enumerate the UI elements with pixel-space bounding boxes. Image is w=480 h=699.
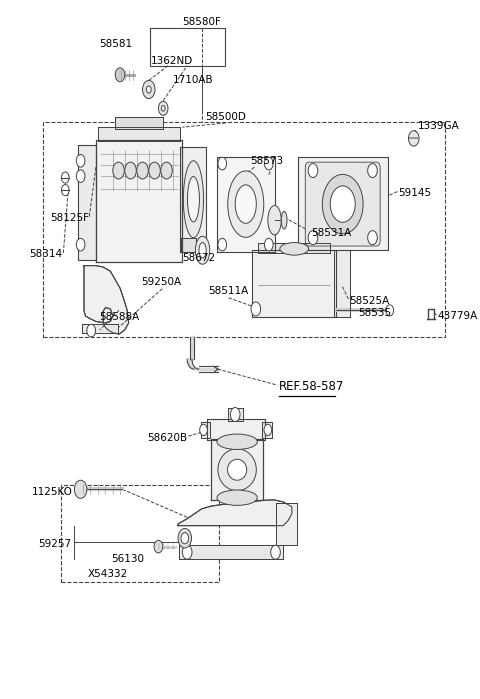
Circle shape bbox=[154, 540, 163, 553]
Ellipse shape bbox=[199, 243, 206, 258]
Circle shape bbox=[125, 162, 136, 179]
Polygon shape bbox=[82, 324, 118, 333]
Text: 58580F: 58580F bbox=[182, 17, 221, 27]
Polygon shape bbox=[217, 157, 275, 252]
Bar bbox=[43, 122, 445, 337]
Ellipse shape bbox=[195, 236, 210, 264]
Text: 58588A: 58588A bbox=[99, 312, 139, 322]
Circle shape bbox=[308, 231, 318, 245]
Circle shape bbox=[115, 68, 125, 82]
Polygon shape bbox=[178, 500, 292, 526]
Text: 58535: 58535 bbox=[358, 308, 391, 318]
Text: 58620B: 58620B bbox=[147, 433, 187, 442]
Polygon shape bbox=[276, 503, 297, 545]
Circle shape bbox=[149, 162, 160, 179]
Ellipse shape bbox=[183, 161, 204, 238]
Text: 59250A: 59250A bbox=[141, 278, 181, 287]
Circle shape bbox=[87, 324, 96, 337]
Text: X54332: X54332 bbox=[87, 569, 128, 579]
Ellipse shape bbox=[228, 171, 264, 238]
Circle shape bbox=[200, 424, 207, 435]
Polygon shape bbox=[115, 117, 163, 129]
Text: 58531A: 58531A bbox=[311, 228, 351, 238]
Text: REF.58-587: REF.58-587 bbox=[279, 380, 345, 393]
Text: 58573: 58573 bbox=[250, 156, 284, 166]
Polygon shape bbox=[258, 243, 330, 253]
Ellipse shape bbox=[280, 243, 309, 255]
Ellipse shape bbox=[218, 449, 256, 491]
Circle shape bbox=[386, 305, 394, 316]
Text: 59145: 59145 bbox=[398, 188, 432, 198]
Circle shape bbox=[143, 80, 155, 99]
Circle shape bbox=[161, 162, 172, 179]
Circle shape bbox=[230, 408, 240, 421]
Circle shape bbox=[158, 101, 168, 115]
Polygon shape bbox=[98, 127, 180, 141]
Polygon shape bbox=[78, 145, 96, 260]
Circle shape bbox=[137, 162, 148, 179]
Polygon shape bbox=[181, 238, 196, 252]
Circle shape bbox=[251, 302, 261, 316]
Circle shape bbox=[218, 238, 227, 251]
Ellipse shape bbox=[217, 490, 257, 505]
Polygon shape bbox=[252, 250, 336, 317]
Text: 1362ND: 1362ND bbox=[151, 56, 193, 66]
Text: 56130: 56130 bbox=[111, 554, 144, 563]
Ellipse shape bbox=[235, 185, 256, 224]
Circle shape bbox=[61, 172, 69, 183]
Circle shape bbox=[76, 154, 85, 167]
Polygon shape bbox=[262, 422, 272, 438]
Polygon shape bbox=[201, 422, 210, 438]
Text: 58672: 58672 bbox=[182, 253, 216, 263]
Ellipse shape bbox=[330, 186, 355, 222]
Bar bbox=[61, 485, 219, 582]
Polygon shape bbox=[334, 250, 350, 317]
Circle shape bbox=[76, 238, 85, 251]
Text: 1710AB: 1710AB bbox=[173, 75, 214, 85]
Polygon shape bbox=[84, 266, 129, 334]
Ellipse shape bbox=[181, 533, 189, 544]
Circle shape bbox=[76, 170, 85, 182]
Ellipse shape bbox=[187, 177, 200, 222]
Circle shape bbox=[264, 238, 273, 251]
Ellipse shape bbox=[268, 206, 281, 235]
Circle shape bbox=[146, 86, 151, 93]
Circle shape bbox=[61, 185, 69, 196]
Polygon shape bbox=[211, 439, 263, 500]
Text: 58314: 58314 bbox=[29, 250, 62, 259]
Ellipse shape bbox=[228, 459, 247, 480]
Circle shape bbox=[264, 157, 273, 170]
Polygon shape bbox=[207, 419, 265, 440]
Text: 58511A: 58511A bbox=[208, 287, 248, 296]
Text: 1125KO: 1125KO bbox=[32, 487, 73, 497]
Circle shape bbox=[408, 131, 419, 146]
Text: 43779A: 43779A bbox=[438, 311, 478, 321]
Text: 1339GA: 1339GA bbox=[418, 121, 459, 131]
Ellipse shape bbox=[281, 211, 287, 229]
Circle shape bbox=[368, 164, 377, 178]
FancyBboxPatch shape bbox=[305, 162, 380, 246]
Text: 58125F: 58125F bbox=[50, 213, 89, 223]
Polygon shape bbox=[179, 545, 283, 559]
Ellipse shape bbox=[217, 434, 257, 449]
Circle shape bbox=[308, 164, 318, 178]
Circle shape bbox=[368, 231, 377, 245]
Circle shape bbox=[182, 545, 192, 559]
Text: 58581: 58581 bbox=[99, 39, 132, 49]
Polygon shape bbox=[228, 408, 243, 421]
Ellipse shape bbox=[322, 174, 363, 233]
Circle shape bbox=[113, 162, 124, 179]
Text: 59257: 59257 bbox=[38, 539, 71, 549]
Polygon shape bbox=[180, 147, 206, 252]
Circle shape bbox=[74, 480, 87, 498]
Circle shape bbox=[161, 106, 165, 111]
Polygon shape bbox=[96, 140, 182, 262]
Text: 58500D: 58500D bbox=[205, 112, 246, 122]
Ellipse shape bbox=[178, 528, 192, 548]
Circle shape bbox=[218, 157, 227, 170]
Text: 58525A: 58525A bbox=[349, 296, 390, 305]
Circle shape bbox=[271, 545, 280, 559]
Circle shape bbox=[264, 424, 272, 435]
Polygon shape bbox=[298, 157, 388, 250]
